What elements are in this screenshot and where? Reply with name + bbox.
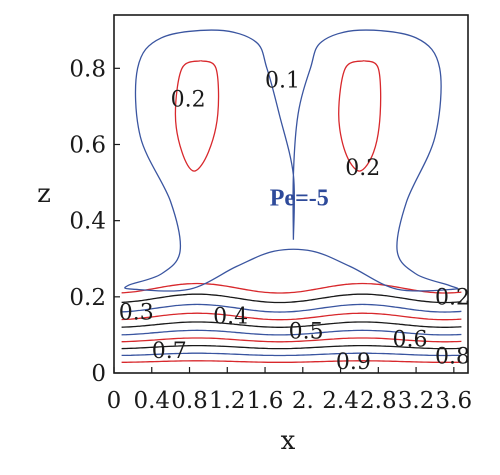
y-tick-label: 0.4 — [69, 209, 106, 235]
y-tick-label: 0.6 — [69, 132, 106, 158]
contour-label: 0.2 — [345, 156, 380, 181]
x-tick-label: 0 — [107, 388, 122, 414]
x-tick-label: 1.6 — [247, 388, 284, 414]
contour-loop — [124, 29, 459, 292]
y-tick-label: 0.2 — [69, 285, 106, 311]
contour-label: 0.1 — [265, 68, 300, 93]
contour-line — [121, 337, 462, 343]
x-tick-label: 0.8 — [171, 388, 208, 414]
plot-frame — [113, 14, 469, 374]
contour-label: 0.8 — [435, 344, 470, 369]
contour-label: 0.5 — [289, 320, 324, 345]
x-tick-label: 2. — [292, 388, 314, 414]
contour-label: 0.2 — [435, 285, 470, 310]
contour-line — [121, 352, 462, 357]
y-axis-title: z — [37, 179, 51, 209]
labels-layer: 0.2 0.1 0.2 0.3 0.4 0.5 0.2 0.6 0.7 0.9 0.8 — [119, 68, 470, 375]
x-tick-label: 3.6 — [436, 388, 473, 414]
contours-layer — [121, 29, 462, 363]
contour-label: 0.2 — [171, 87, 206, 112]
contour-label: 0.4 — [213, 304, 248, 329]
contour-label: 0.7 — [152, 339, 187, 364]
x-tick-label: 2.4 — [322, 388, 359, 414]
y-tick-label: 0.8 — [69, 56, 106, 82]
contour-line — [121, 360, 462, 363]
x-tick-label: 3.2 — [398, 388, 435, 414]
contour-label: 0.9 — [336, 350, 371, 375]
contour-line — [121, 303, 462, 313]
contour-line — [121, 293, 462, 304]
x-tick-label: 1.2 — [209, 388, 246, 414]
ticks-layer: 0 0.4 0.8 1.2 1.6 2. 2.4 2.8 3.2 3.600.20.40.60.8 — [69, 56, 472, 414]
contour-line — [121, 321, 462, 328]
contour-loop — [338, 60, 382, 172]
contour-label: 0.6 — [392, 327, 427, 352]
contour-line — [121, 312, 462, 321]
y-tick-label: 0 — [91, 361, 106, 387]
contour-label: 0.3 — [119, 301, 154, 326]
contour-loop — [174, 60, 220, 172]
contour-line — [121, 344, 462, 350]
x-tick-label: 2.8 — [360, 388, 397, 414]
pe-annotation: Pe=-5 — [270, 185, 329, 211]
contour-line — [121, 329, 462, 336]
contour-line — [121, 282, 462, 294]
x-axis-title: x — [281, 426, 296, 456]
x-tick-label: 0.4 — [133, 388, 170, 414]
